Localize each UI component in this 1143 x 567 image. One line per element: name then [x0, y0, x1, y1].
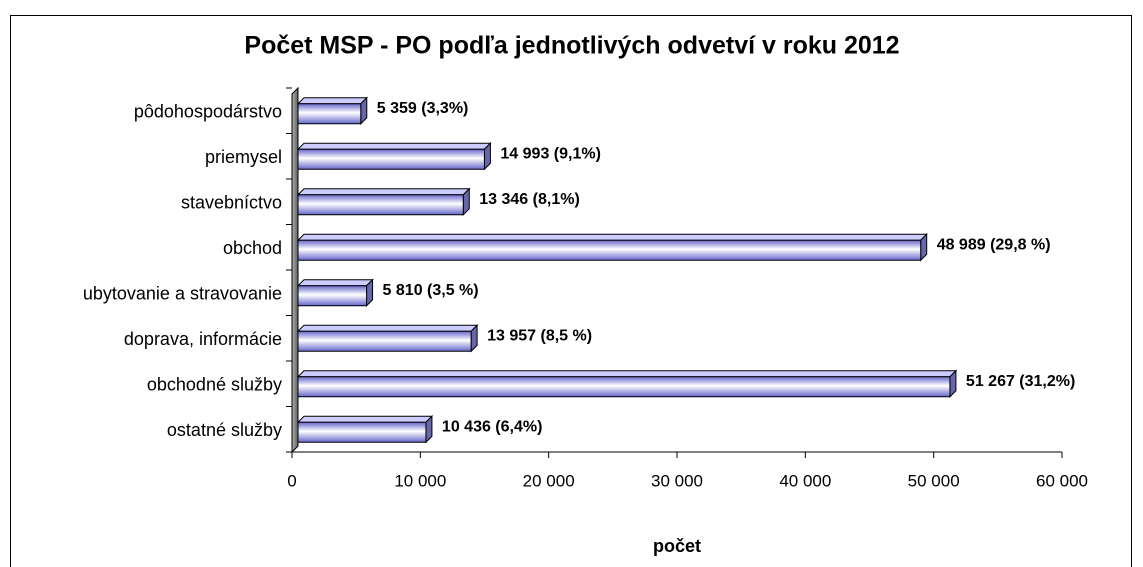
bar — [297, 103, 362, 125]
y-tick-label: ubytovanie a stravovanie — [83, 284, 282, 304]
bar — [297, 285, 368, 307]
x-tick-label: 0 — [287, 471, 296, 490]
x-tick-label: 60 000 — [1036, 471, 1088, 490]
x-tick-label: 40 000 — [779, 471, 831, 490]
bar — [297, 148, 485, 170]
y-tick-label: priemysel — [205, 147, 282, 167]
y-tick-label: ostatné služby — [167, 420, 282, 440]
data-label: 51 267 (31,2%) — [966, 373, 1075, 390]
bar-top — [296, 415, 434, 423]
x-tick-label: 10 000 — [394, 471, 446, 490]
x-tick-label: 50 000 — [908, 471, 960, 490]
data-label: 13 957 (8,5 %) — [487, 327, 592, 344]
bar-top — [296, 97, 368, 105]
wall — [291, 86, 299, 454]
chart-border — [10, 15, 1132, 567]
bar — [297, 376, 951, 398]
bar-top — [296, 142, 492, 150]
x-tick-label: 20 000 — [523, 471, 575, 490]
bar-top — [296, 233, 928, 241]
data-label: 10 436 (6,4%) — [442, 418, 543, 435]
bar-top — [296, 188, 471, 196]
bar — [297, 330, 472, 352]
x-axis-label: počet — [653, 536, 701, 556]
x-tick-label: 30 000 — [651, 471, 703, 490]
y-tick-label: obchod — [223, 238, 282, 258]
data-label: 14 993 (9,1%) — [500, 145, 601, 162]
bar-top — [296, 370, 958, 378]
bar-top — [296, 279, 374, 287]
y-tick-label: obchodné služby — [147, 375, 282, 395]
y-tick-label: doprava, informácie — [124, 329, 282, 349]
data-label: 5 810 (3,5 %) — [383, 282, 479, 299]
bar-top — [296, 324, 479, 332]
bar — [297, 194, 464, 216]
bar — [297, 239, 922, 261]
data-label: 13 346 (8,1%) — [479, 191, 580, 208]
y-tick-label: pôdohospodárstvo — [134, 102, 282, 122]
y-tick-label: stavebníctvo — [181, 193, 282, 213]
bar — [297, 421, 427, 443]
data-label: 48 989 (29,8 %) — [937, 236, 1051, 253]
chart-title: Počet MSP - PO podľa jednotlivých odvetv… — [244, 32, 899, 60]
data-label: 5 359 (3,3%) — [377, 100, 469, 117]
